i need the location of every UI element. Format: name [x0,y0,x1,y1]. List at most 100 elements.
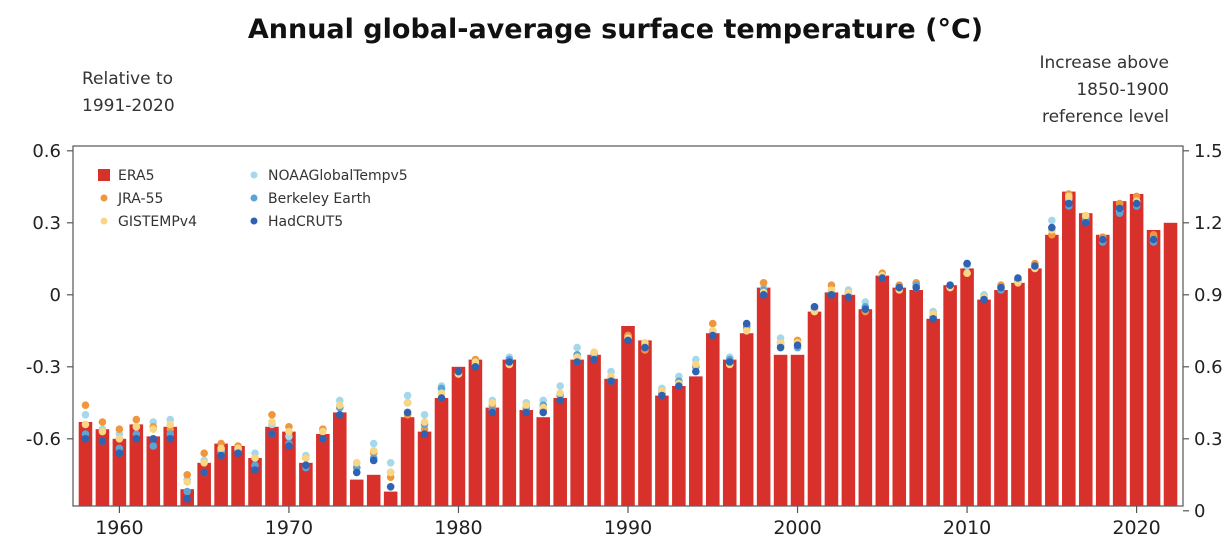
dot-gistemp [166,420,175,429]
dot-hadcrut [878,274,887,282]
bar-era5 [1112,201,1127,506]
dot-gistemp [692,360,700,369]
bar-era5 [1129,194,1144,506]
bar-era5 [587,354,601,506]
dot-hadcrut [997,283,1005,292]
dot-hadcrut [1132,199,1141,208]
right-tick-label: 0 [1194,501,1205,522]
dot-jra55 [708,319,717,328]
bar-era5 [214,443,228,506]
bar-era5 [400,417,415,506]
left-tick-label: 0.3 [32,213,61,234]
x-tick-label: 1990 [604,517,652,539]
bar-era5 [316,434,330,506]
dot-hadcrut [1115,204,1124,213]
bar-era5 [705,333,720,506]
dot-jra55 [268,411,276,419]
bar-era5 [943,285,957,506]
bar-era5 [1045,234,1059,507]
dot-hadcrut [471,363,480,371]
dot-hadcrut [200,468,208,477]
dot-noaa [1048,216,1056,225]
legend-swatch [98,169,110,181]
dot-hadcrut [302,461,310,470]
dot-hadcrut [369,456,378,465]
bar-era5 [722,359,737,506]
right-axis-note-line: 1850-1900 [1076,80,1169,100]
dot-hadcrut [980,295,988,304]
dot-hadcrut [776,343,785,352]
dot-noaa [420,411,429,419]
bar-era5 [112,438,127,506]
dot-noaa [369,439,378,448]
right-tick-label: 1.5 [1194,141,1223,162]
dot-hadcrut [607,377,615,386]
bar-era5 [282,431,296,506]
dot-hadcrut [590,355,598,364]
dot-gistemp [149,425,158,434]
dot-hadcrut [132,435,141,443]
dot-berkeley [149,442,158,450]
dot-hadcrut [573,358,581,366]
bar-era5 [926,318,940,506]
dot-hadcrut [624,336,632,345]
dot-hadcrut [1014,274,1022,282]
right-axis-note-line: Increase above [1039,53,1169,73]
bar-era5 [1011,282,1025,506]
dot-gistemp [268,418,276,426]
legend-label: ERA5 [118,168,155,184]
left-tick-label: 0 [50,285,61,306]
dot-jra55 [81,401,90,410]
bar-era5 [1062,191,1076,506]
dot-hadcrut [759,291,768,299]
bar-era5 [95,429,110,506]
left-axis-note-line: 1991-2020 [82,96,175,116]
bar-era5 [570,359,584,506]
dot-noaa [81,411,90,419]
legend-label: JRA-55 [117,191,163,207]
legend-label: NOAAGlobalTempv5 [268,168,408,184]
right-tick-label: 0.6 [1194,357,1223,378]
dot-hadcrut [98,437,107,446]
bar-era5 [163,426,178,506]
bar-era5 [621,326,635,506]
bar-era5 [1163,222,1178,507]
bar-era5 [265,426,279,506]
dot-hadcrut [386,483,395,491]
dot-hadcrut [217,451,225,460]
dot-noaa [556,382,564,390]
legend-label: HadCRUT5 [268,214,343,230]
dot-gistemp [420,418,429,426]
dot-jra55 [115,425,124,434]
right-tick-label: 0.3 [1194,429,1223,450]
bar-era5 [146,436,161,506]
dot-hadcrut [827,291,836,299]
bar-era5 [519,410,534,506]
dot-hadcrut [946,281,954,290]
dot-hadcrut [793,341,802,350]
x-tick-label: 2000 [773,517,821,539]
bar-era5 [994,290,1008,506]
dot-hadcrut [1149,235,1158,244]
dot-gistemp [556,389,564,398]
bar-era5 [1146,230,1161,506]
dot-gistemp [302,454,310,462]
bar-era5 [672,386,686,506]
dot-gistemp [386,468,395,477]
bar-era5 [604,378,618,506]
bar-era5 [536,417,551,506]
dot-gistemp [1081,211,1090,220]
dot-hadcrut [725,358,734,366]
dot-hadcrut [1098,235,1107,244]
dot-gistemp [352,459,361,467]
dot-gistemp [403,399,412,407]
dot-hadcrut [285,442,293,450]
bar-era5 [451,366,466,506]
dot-hadcrut [556,396,564,405]
dot-noaa [573,343,581,352]
bar-era5 [1078,213,1093,506]
legend-swatch [250,194,258,202]
dot-noaa [403,391,412,400]
dot-gistemp [217,444,225,453]
right-axis-note-line: reference level [1041,107,1169,127]
